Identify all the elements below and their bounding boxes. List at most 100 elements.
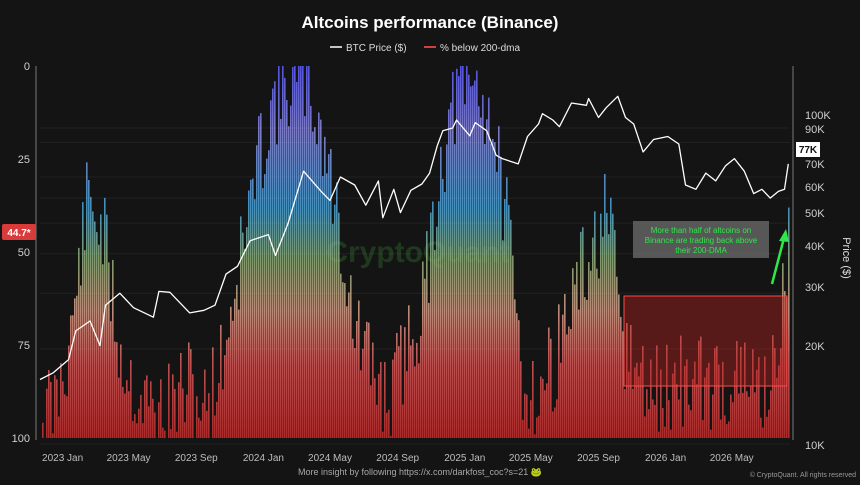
altcoin-bar-295 bbox=[632, 388, 634, 438]
altcoin-bar-95 bbox=[232, 320, 234, 438]
altcoin-bar-333 bbox=[708, 362, 710, 438]
altcoin-bar-316 bbox=[674, 362, 676, 438]
x-axis-ticks: 2023 Jan 2023 May 2023 Sep 2024 Jan 2024 May… bbox=[42, 453, 754, 464]
altcoin-bar-230 bbox=[502, 240, 504, 438]
right-tick-30k: 30K bbox=[805, 282, 825, 294]
altcoin-bar-32 bbox=[106, 214, 108, 438]
altcoin-bar-369 bbox=[780, 348, 782, 438]
altcoin-bar-138 bbox=[318, 112, 320, 438]
altcoin-bar-134 bbox=[310, 105, 312, 438]
altcoin-bar-237 bbox=[516, 313, 518, 438]
current-alt-value: 44.7* bbox=[7, 228, 30, 239]
x-tick-4: 2024 May bbox=[308, 453, 352, 464]
altcoin-bar-183 bbox=[408, 305, 410, 438]
altcoin-bar-277 bbox=[596, 268, 598, 438]
altcoin-bar-56 bbox=[154, 412, 156, 438]
altcoin-bar-200 bbox=[442, 178, 444, 439]
altcoin-bar-178 bbox=[398, 346, 400, 438]
altcoin-bar-330 bbox=[702, 419, 704, 438]
altcoin-bar-326 bbox=[694, 361, 696, 438]
altcoin-bar-358 bbox=[758, 357, 760, 438]
altcoin-bar-141 bbox=[324, 136, 326, 438]
altcoin-bar-258 bbox=[558, 304, 560, 438]
altcoin-bar-227 bbox=[496, 171, 498, 438]
altcoin-bar-188 bbox=[418, 363, 420, 438]
altcoin-bar-13 bbox=[68, 345, 70, 438]
altcoin-bar-83 bbox=[208, 393, 210, 438]
altcoin-bar-368 bbox=[778, 365, 780, 438]
altcoin-bar-127 bbox=[296, 81, 298, 438]
altcoin-bar-15 bbox=[72, 315, 74, 438]
altcoin-bar-19 bbox=[80, 285, 82, 438]
altcoin-bar-267 bbox=[576, 261, 578, 438]
altcoin-bar-139 bbox=[320, 119, 322, 439]
altcoin-bar-301 bbox=[644, 416, 646, 438]
altcoin-bar-305 bbox=[652, 399, 654, 438]
x-tick-3: 2024 Jan bbox=[243, 453, 284, 464]
altcoin-bar-60 bbox=[162, 427, 164, 438]
altcoin-bar-42 bbox=[126, 380, 128, 438]
altcoin-bar-90 bbox=[222, 389, 224, 438]
altcoin-bar-156 bbox=[354, 348, 356, 438]
left-tick-100: 100 bbox=[12, 433, 30, 445]
altcoin-bar-288 bbox=[618, 294, 620, 438]
altcoin-bar-2 bbox=[46, 388, 48, 438]
altcoin-bar-40 bbox=[122, 386, 124, 438]
altcoin-bar-171 bbox=[384, 362, 386, 438]
altcoin-bar-10 bbox=[62, 381, 64, 438]
current-btc-badge: 77K bbox=[796, 142, 820, 157]
altcoin-bar-323 bbox=[688, 404, 690, 438]
altcoin-bar-222 bbox=[486, 119, 488, 439]
altcoin-bar-187 bbox=[416, 342, 418, 438]
altcoin-bar-201 bbox=[444, 192, 446, 438]
altcoin-bar-140 bbox=[322, 175, 324, 438]
altcoin-bar-30 bbox=[102, 264, 104, 438]
altcoin-bar-274 bbox=[590, 270, 592, 438]
x-tick-8: 2025 Sep bbox=[577, 453, 620, 464]
altcoin-bar-91 bbox=[224, 355, 226, 438]
altcoin-bar-247 bbox=[536, 417, 538, 438]
altcoin-bar-54 bbox=[150, 381, 152, 438]
right-axis-label: Price ($) bbox=[840, 237, 852, 279]
altcoin-bar-107 bbox=[256, 145, 258, 438]
right-tick-90k: 90K bbox=[805, 124, 825, 136]
altcoin-bar-278 bbox=[598, 278, 600, 438]
altcoin-bar-98 bbox=[238, 309, 240, 438]
altcoin-bar-321 bbox=[684, 365, 686, 438]
altcoin-bar-260 bbox=[562, 314, 564, 438]
altcoin-bar-371 bbox=[784, 291, 786, 438]
altcoin-bar-342 bbox=[726, 424, 728, 438]
altcoin-bar-335 bbox=[712, 394, 714, 438]
left-axis-ticks: 0 25 50 75 100 bbox=[12, 61, 30, 445]
altcoin-bar-232 bbox=[506, 177, 508, 438]
altcoin-bar-149 bbox=[340, 273, 342, 438]
altcoin-bar-224 bbox=[490, 143, 492, 438]
altcoin-bar-242 bbox=[526, 394, 528, 438]
altcoin-bar-304 bbox=[650, 359, 652, 438]
altcoin-bar-366 bbox=[774, 348, 776, 438]
altcoin-bar-38 bbox=[118, 377, 120, 438]
annotation-line-2: Binance are trading back above bbox=[645, 236, 758, 245]
altcoin-bar-213 bbox=[468, 74, 470, 438]
altcoin-bar-159 bbox=[360, 370, 362, 438]
altcoin-bar-47 bbox=[136, 423, 138, 438]
altcoin-bar-208 bbox=[458, 76, 460, 438]
altcoin-bar-236 bbox=[514, 299, 516, 438]
altcoin-bar-109 bbox=[260, 113, 262, 439]
altcoin-bar-145 bbox=[332, 223, 334, 438]
altcoin-bar-86 bbox=[214, 415, 216, 438]
altcoin-bar-360 bbox=[762, 427, 764, 438]
chart-title: Altcoins performance (Binance) bbox=[302, 13, 559, 32]
altcoin-bar-221 bbox=[484, 143, 486, 438]
altcoin-bar-8 bbox=[58, 416, 60, 438]
altcoin-bar-357 bbox=[756, 369, 758, 438]
altcoin-bar-100 bbox=[242, 232, 244, 438]
altcoin-bar-92 bbox=[226, 339, 228, 438]
altcoin-bar-33 bbox=[108, 262, 110, 438]
altcoin-bar-65 bbox=[172, 374, 174, 438]
altcoin-bar-309 bbox=[660, 369, 662, 438]
altcoin-bar-311 bbox=[664, 426, 666, 438]
current-btc-badge-bg bbox=[796, 142, 820, 157]
altcoin-bar-280 bbox=[602, 236, 604, 438]
